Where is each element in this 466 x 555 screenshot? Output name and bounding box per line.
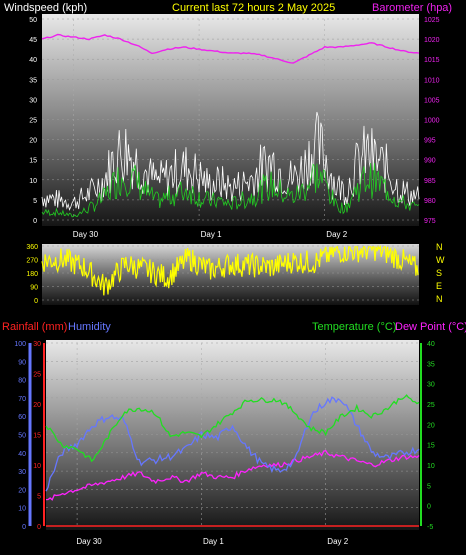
barometer-y-tick-label: 1010 [424, 77, 440, 84]
barometer-series [41, 33, 420, 64]
humidity-y-tick-label: 70 [18, 396, 26, 403]
direction-y-tick-label: 90 [30, 285, 38, 292]
compass-label: S [436, 268, 442, 278]
humidity-y-tick-label: 90 [18, 359, 26, 366]
barometer-label: Barometer (hpa) [372, 2, 452, 14]
temp-panel-background [46, 340, 419, 530]
barometer-y-tick-label: 1025 [424, 17, 440, 24]
dewpoint-series [45, 449, 420, 501]
barometer-y-tick-label: 1005 [424, 97, 440, 104]
barometer-y-tick-label: 980 [424, 198, 436, 205]
humidity-y-tick-label: 10 [18, 506, 26, 513]
series-layer [41, 33, 420, 527]
wind-gust-series [41, 111, 420, 211]
temperature-y-tick-label: 30 [427, 382, 435, 389]
barometer-y-tick-label: 995 [424, 138, 436, 145]
barometer-y-tick-label: 1020 [424, 37, 440, 44]
barometer-y-tick-label: 990 [424, 158, 436, 165]
grid-layer [42, 18, 419, 527]
rainfall-label: Rainfall (mm) [2, 321, 67, 333]
wind-y-tick-label: 0 [33, 218, 37, 225]
wind-panel-background [42, 14, 419, 226]
temperature-series [45, 394, 420, 463]
wind-y-tick-label: 35 [29, 77, 37, 84]
humidity-y-tick-label: 100 [14, 341, 26, 348]
temperature-y-tick-label: 15 [427, 443, 435, 450]
wind-y-tick-label: 15 [29, 158, 37, 165]
rainfall-y-tick-label: 20 [33, 402, 41, 409]
rainfall-y-tick-label: 5 [37, 494, 41, 501]
humidity-y-tick-label: 60 [18, 414, 26, 421]
rainfall-y-tick-label: 25 [33, 372, 41, 379]
rainfall-y-tick-label: 30 [33, 341, 41, 348]
compass-label: E [436, 281, 442, 291]
wind-y-tick-label: 5 [33, 198, 37, 205]
axes-layer: 0510152025303540455097598098599099510001… [14, 17, 445, 546]
temperature-label: Temperature (°C) [312, 321, 396, 333]
wind-day-label: Day 1 [201, 230, 222, 239]
humidity-y-tick-label: 30 [18, 469, 26, 476]
wind-y-tick-label: 25 [29, 118, 37, 125]
humidity-series [45, 396, 420, 492]
barometer-y-tick-label: 975 [424, 218, 436, 225]
wind-y-tick-label: 40 [29, 57, 37, 64]
wind-y-tick-label: 30 [29, 97, 37, 104]
temperature-y-tick-label: 5 [427, 483, 431, 490]
humidity-label: Humidity [68, 321, 111, 333]
temperature-y-tick-label: 10 [427, 463, 435, 470]
humidity-y-tick-label: 50 [18, 433, 26, 440]
barometer-y-tick-label: 985 [424, 178, 436, 185]
humidity-y-tick-label: 0 [22, 524, 26, 531]
direction-y-tick-label: 360 [26, 244, 38, 251]
compass-label: W [436, 255, 445, 265]
direction-y-tick-label: 270 [26, 258, 38, 265]
barometer-y-tick-label: 1015 [424, 57, 440, 64]
temperature-y-tick-label: 35 [427, 361, 435, 368]
wind-y-tick-label: 10 [29, 178, 37, 185]
barometer-y-tick-label: 1000 [424, 118, 440, 125]
temperature-y-tick-label: 0 [427, 504, 431, 511]
chart-title: Current last 72 hours 2 May 2025 [172, 2, 335, 14]
humidity-y-tick-label: 80 [18, 378, 26, 385]
rainfall-y-tick-label: 15 [33, 433, 41, 440]
humidity-y-tick-label: 40 [18, 451, 26, 458]
wind-y-tick-label: 20 [29, 138, 37, 145]
windspeed-label: Windspeed (kph) [4, 2, 87, 14]
compass-label: N [436, 242, 443, 252]
rainfall-y-tick-label: 0 [37, 524, 41, 531]
temp-day-label: Day 30 [76, 537, 102, 546]
wind-direction-series [41, 244, 419, 296]
dewpoint-label: Dew Point (°C) [395, 321, 466, 333]
temperature-y-tick-label: 20 [427, 422, 435, 429]
rainfall-y-tick-label: 10 [33, 463, 41, 470]
temperature-y-tick-label: 25 [427, 402, 435, 409]
wind-y-tick-label: 45 [29, 37, 37, 44]
direction-panel-background [42, 244, 419, 305]
temperature-y-tick-label: 40 [427, 341, 435, 348]
temp-day-label: Day 2 [327, 537, 348, 546]
wind-day-label: Day 2 [326, 230, 347, 239]
temperature-y-tick-label: -5 [427, 524, 433, 531]
direction-y-tick-label: 180 [26, 271, 38, 278]
wind-day-label: Day 30 [73, 230, 99, 239]
direction-y-tick-label: 0 [34, 298, 38, 305]
temp-day-label: Day 1 [203, 537, 224, 546]
wind-average-series [41, 162, 420, 218]
humidity-y-tick-label: 20 [18, 487, 26, 494]
wind-y-tick-label: 50 [29, 17, 37, 24]
compass-label: N [436, 294, 443, 304]
